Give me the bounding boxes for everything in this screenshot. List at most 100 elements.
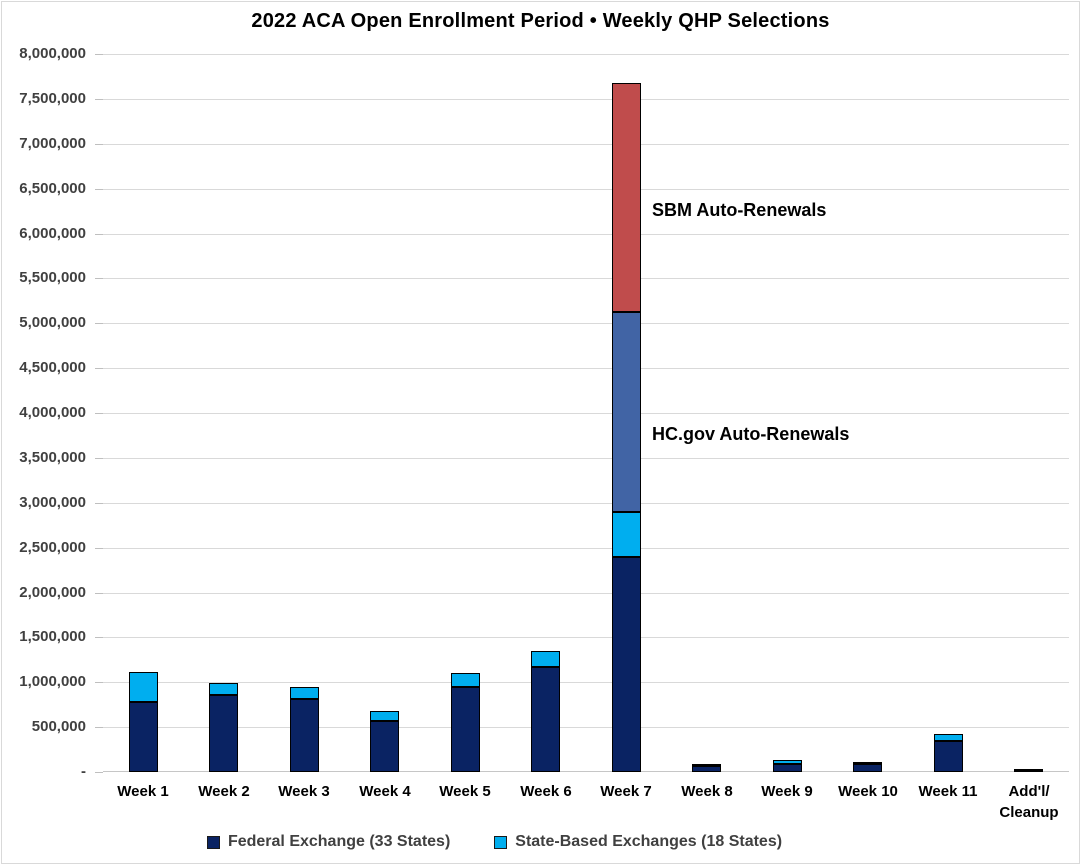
legend-label-state-based-exchanges: State-Based Exchanges (18 States) <box>515 833 783 850</box>
bar-segment-week-3-federal-exchange-33-states- <box>290 699 319 772</box>
y-tick-mark <box>95 772 103 773</box>
y-tick-mark <box>95 368 103 369</box>
gridline <box>103 54 1069 55</box>
y-tick-label: 7,000,000 <box>19 135 86 152</box>
gridline <box>103 99 1069 100</box>
y-tick-mark <box>95 144 103 145</box>
x-axis-line <box>103 771 1069 772</box>
y-tick-mark <box>95 234 103 235</box>
y-tick-label: 6,500,000 <box>19 180 86 197</box>
x-category-label: Week 7 <box>600 783 652 800</box>
y-tick-label: 8,000,000 <box>19 45 86 62</box>
y-tick-label: 5,000,000 <box>19 314 86 331</box>
x-category-label: Week 11 <box>918 783 978 800</box>
legend-label-federal-exchange: Federal Exchange (33 States) <box>227 833 451 850</box>
gridline <box>103 637 1069 638</box>
y-tick-label: 4,000,000 <box>19 404 86 421</box>
gridline <box>103 144 1069 145</box>
y-tick-mark <box>95 503 103 504</box>
bar-segment-week-8-federal-exchange-33-states- <box>692 766 721 772</box>
y-tick-label: 500,000 <box>31 718 86 735</box>
y-tick-mark <box>95 548 103 549</box>
gridline <box>103 727 1069 728</box>
bar-segment-week-1-federal-exchange-33-states- <box>129 702 158 772</box>
x-category-label: Week 4 <box>359 783 411 800</box>
annotation-hcgov-auto-renewals: HC.gov Auto-Renewals <box>652 424 850 444</box>
bar-segment-week-6-state-based-exchanges-18-states- <box>531 651 560 667</box>
x-category-label: Week 9 <box>761 783 813 800</box>
y-tick-label: 5,500,000 <box>19 269 86 286</box>
y-tick-mark <box>95 323 103 324</box>
bar-segment-week-2-federal-exchange-33-states- <box>209 695 238 772</box>
y-tick-label: 6,000,000 <box>19 225 86 242</box>
gridline <box>103 548 1069 549</box>
bar-segment-week-4-federal-exchange-33-states- <box>370 721 399 772</box>
bar-segment-week-7-sbm-auto-renewals <box>612 83 641 312</box>
y-tick-mark <box>95 413 103 414</box>
annotation-sbm-auto-renewals: SBM Auto-Renewals <box>652 200 827 220</box>
federal-exchange-swatch-icon <box>206 835 220 849</box>
y-tick-label: 7,500,000 <box>19 90 86 107</box>
x-category-label: Week 6 <box>520 783 572 800</box>
x-category-label: Week 10 <box>838 783 898 800</box>
y-tick-mark <box>95 682 103 683</box>
plot-area <box>103 54 1069 772</box>
y-tick-label: 1,500,000 <box>19 628 86 645</box>
y-tick-label: 2,500,000 <box>19 539 86 556</box>
y-tick-mark <box>95 637 103 638</box>
bar-segment-week-7-federal-exchange-33-states- <box>612 557 641 772</box>
y-tick-label: 3,000,000 <box>19 494 86 511</box>
y-tick-label: 3,500,000 <box>19 449 86 466</box>
bar-segment-week-3-state-based-exchanges-18-states- <box>290 687 319 699</box>
bar-segment-week-9-state-based-exchanges-18-states- <box>773 760 802 764</box>
bar-segment-week-1-state-based-exchanges-18-states- <box>129 672 158 702</box>
gridline <box>103 234 1069 235</box>
gridline <box>103 593 1069 594</box>
bar-segment-week-8-state-based-exchanges-18-states- <box>692 764 721 766</box>
bar-segment-week-5-federal-exchange-33-states- <box>451 687 480 772</box>
gridline <box>103 413 1069 414</box>
bar-segment-week-11-state-based-exchanges-18-states- <box>934 734 963 741</box>
y-tick-mark <box>95 458 103 459</box>
gridline <box>103 278 1069 279</box>
x-category-label: Week 5 <box>439 783 491 800</box>
bar-segment-add-l-cleanup-state-based-exchanges-18-states- <box>1014 769 1043 771</box>
y-tick-label: 4,500,000 <box>19 359 86 376</box>
y-tick-label: 2,000,000 <box>19 584 86 601</box>
bar-segment-week-4-state-based-exchanges-18-states- <box>370 711 399 721</box>
y-tick-mark <box>95 278 103 279</box>
y-tick-label: - <box>81 763 86 780</box>
bar-segment-week-7-hc-gov-auto-renewals <box>612 312 641 512</box>
bar-segment-week-6-federal-exchange-33-states- <box>531 667 560 772</box>
state-based-exchanges-swatch-icon <box>494 835 508 849</box>
x-category-label: Add'l/Cleanup <box>999 783 1059 821</box>
x-category-label: Week 1 <box>117 783 169 800</box>
x-category-label: Week 2 <box>198 783 250 800</box>
gridline <box>103 368 1069 369</box>
gridline <box>103 458 1069 459</box>
bar-segment-week-2-state-based-exchanges-18-states- <box>209 683 238 695</box>
gridline <box>103 682 1069 683</box>
bar-segment-week-9-federal-exchange-33-states- <box>773 764 802 772</box>
bar-segment-week-5-state-based-exchanges-18-states- <box>451 673 480 687</box>
chart-title: 2022 ACA Open Enrollment Period • Weekly… <box>251 10 830 32</box>
y-tick-mark <box>95 54 103 55</box>
legend: Federal Exchange (33 States) State-Based… <box>0 833 1035 851</box>
bar-segment-week-10-federal-exchange-33-states- <box>853 764 882 772</box>
gridline <box>103 323 1069 324</box>
gridline <box>103 503 1069 504</box>
bar-segment-week-7-state-based-exchanges-18-states- <box>612 512 641 557</box>
x-category-label: Week 8 <box>681 783 733 800</box>
bar-segment-week-11-federal-exchange-33-states- <box>934 741 963 772</box>
y-tick-mark <box>95 189 103 190</box>
gridline <box>103 189 1069 190</box>
y-tick-mark <box>95 593 103 594</box>
y-tick-mark <box>95 99 103 100</box>
legend-item-federal-exchange: Federal Exchange (33 States) <box>206 833 451 851</box>
bar-segment-week-10-state-based-exchanges-18-states- <box>853 762 882 764</box>
x-category-label: Week 3 <box>278 783 330 800</box>
y-tick-label: 1,000,000 <box>19 673 86 690</box>
y-tick-mark <box>95 727 103 728</box>
legend-item-state-based-exchanges: State-Based Exchanges (18 States) <box>494 833 782 851</box>
